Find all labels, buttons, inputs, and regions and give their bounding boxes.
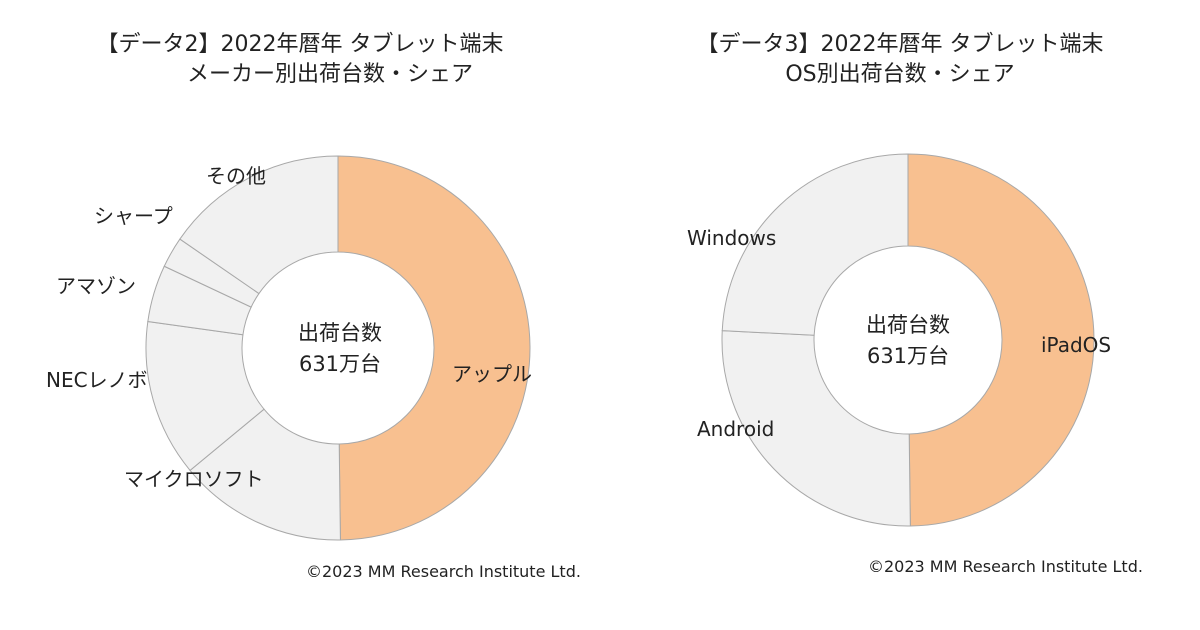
center-label-line2: 631万台 [866,344,950,368]
slice-label-others: その他 [206,164,266,188]
center-label: 出荷台数 631万台 [808,310,1008,372]
slice-label-microsoft: マイクロソフト [124,467,264,491]
slice-ipados [907,153,1095,527]
chart-panel-os: 【データ3】2022年暦年 タブレット端末 OS別出荷台数・シェア 出荷台数 6… [600,0,1200,630]
slice-label-ipados: iPadOS [1041,333,1112,357]
slice-label-android: Android [697,417,775,441]
slice-label-amazon: アマゾン [56,274,136,298]
chart-panel-maker: 【データ2】2022年暦年 タブレット端末 メーカー別出荷台数・シェア 出荷台数… [0,30,600,581]
slice-windows [721,153,909,336]
donut-chart-maker [145,155,531,541]
chart-title-line1: 【データ2】2022年暦年 タブレット端末 [96,32,504,57]
chart-title-line1: 【データ3】2022年暦年 タブレット端末 [696,32,1104,57]
chart-title: 【データ2】2022年暦年 タブレット端末 メーカー別出荷台数・シェア [0,30,600,90]
center-label-line1: 出荷台数 [298,321,382,345]
slice-label-sharp: シャープ [94,204,173,228]
slice-apple [337,155,531,541]
slice-label-apple: アップル [452,362,532,386]
center-label-line1: 出荷台数 [866,313,950,337]
chart-title: 【データ3】2022年暦年 タブレット端末 OS別出荷台数・シェア [600,30,1200,90]
donut-chart-os [721,153,1095,527]
chart-subtitle: OS別出荷台数・シェア [785,62,1015,87]
copyright: ©2023 MM Research Institute Ltd. [306,562,581,581]
copyright: ©2023 MM Research Institute Ltd. [868,557,1143,576]
slice-label-nec-lenovo: NECレノボ [46,368,148,392]
chart-subtitle: メーカー別出荷台数・シェア [186,62,473,87]
center-label: 出荷台数 631万台 [240,318,440,380]
slice-others [179,155,339,295]
center-label-line2: 631万台 [298,352,382,376]
slice-label-windows: Windows [687,226,777,250]
slice-android [721,330,911,527]
